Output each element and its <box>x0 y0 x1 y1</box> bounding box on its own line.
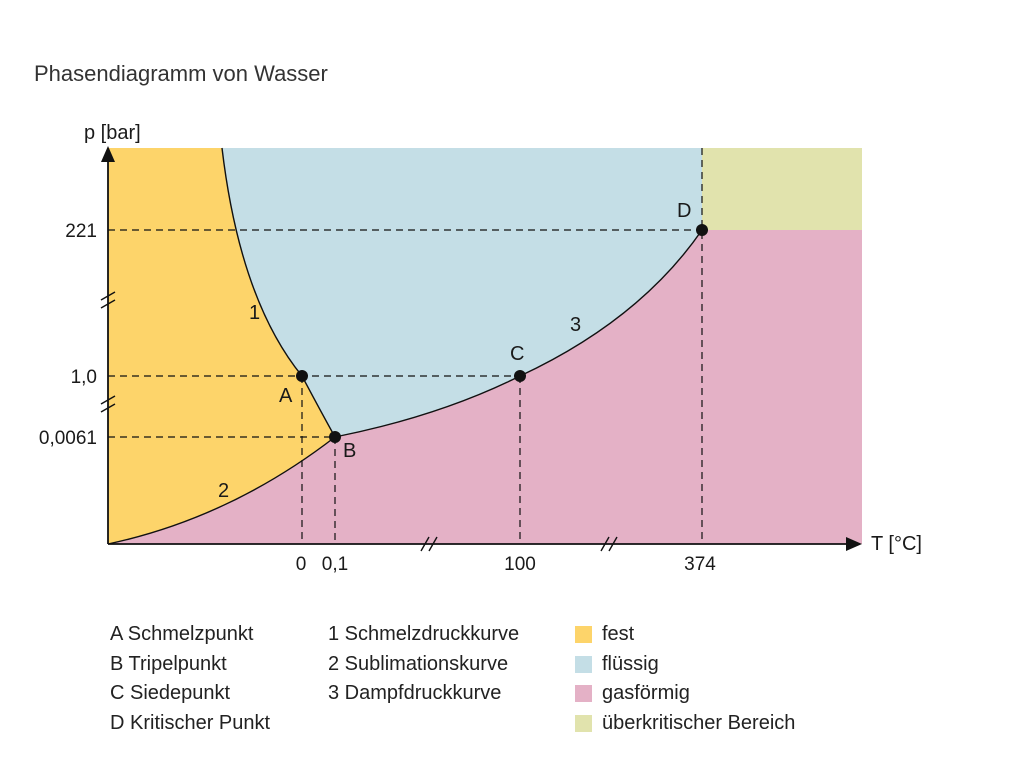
legend-swatch-fest <box>575 626 592 644</box>
legend-points: A Schmelzpunkt B Tripelpunkt C Siedepunk… <box>110 620 270 738</box>
legend-item-point: A Schmelzpunkt <box>110 623 254 645</box>
x-axis-arrow-icon <box>846 537 862 551</box>
x-tick-label: 374 <box>684 554 716 575</box>
legend-swatch-ueberkritisch <box>575 714 592 732</box>
legend-item-point: B Tripelpunkt <box>110 652 227 675</box>
legend-item-region: gasförmig <box>575 679 795 709</box>
curve-label-3: 3 <box>570 314 581 336</box>
y-tick-label: 221 <box>65 221 97 242</box>
region-fest <box>108 148 335 544</box>
curve-label-1: 1 <box>249 302 260 324</box>
curve-label-2: 2 <box>218 480 229 502</box>
legend-region-label: flüssig <box>602 652 659 675</box>
x-tick-label: 0 <box>296 554 307 575</box>
legend-item-region: flüssig <box>575 650 795 680</box>
point-b-dot <box>329 431 341 443</box>
diagram-title: Phasendiagramm von Wasser <box>34 61 328 86</box>
y-axis-break-lower <box>100 395 116 413</box>
legend-item-region: überkritischer Bereich <box>575 709 795 739</box>
region-ueberkritisch <box>702 148 862 230</box>
point-d-dot <box>696 224 708 236</box>
y-axis-arrow-icon <box>101 146 115 162</box>
x-tick-label: 0,1 <box>322 554 348 575</box>
region-gasfoermig <box>108 230 862 544</box>
legend-item-curve: 3 Dampfdruckkurve <box>328 682 502 704</box>
legend-swatch-gasfoermig <box>575 685 592 703</box>
point-b-label: B <box>343 440 356 462</box>
point-a-label: A <box>279 385 293 407</box>
legend-curves: 1 Schmelzdruckkurve 2 Sublimationskurve … <box>328 620 519 709</box>
region-fluessig <box>222 148 702 437</box>
point-d-label: D <box>677 200 691 222</box>
legend-item-curve: 1 Schmelzdruckkurve <box>328 623 520 645</box>
legend-item-point: D Kritischer Punkt <box>110 711 271 734</box>
x-axis-label: T [°C] <box>871 533 922 555</box>
legend-swatch-fluessig <box>575 655 592 673</box>
legend-item-point: C Siedepunkt <box>110 682 231 704</box>
legend-region-label: fest <box>602 623 635 645</box>
y-axis-break-upper <box>100 291 116 309</box>
x-axis-break-right <box>600 536 618 552</box>
point-a-dot <box>296 370 308 382</box>
legend-region-label: überkritischer Bereich <box>602 711 796 734</box>
y-tick-label: 1,0 <box>71 367 97 388</box>
x-axis-break-left <box>420 536 438 552</box>
legend-item-curve: 2 Sublimationskurve <box>328 652 509 675</box>
y-tick-label: 0,0061 <box>39 428 97 449</box>
legend-item-region: fest <box>575 620 795 650</box>
legend-regions: fest flüssig gasförmig überkritischer Be… <box>575 620 795 738</box>
point-c-label: C <box>510 343 524 365</box>
legend-region-label: gasförmig <box>602 682 690 704</box>
curve-2-sublimationskurve <box>107 436 336 545</box>
point-c-dot <box>514 370 526 382</box>
x-tick-label: 100 <box>504 554 536 575</box>
curve-1-schmelzdruckkurve <box>221 147 336 438</box>
y-axis-label: p [bar] <box>84 122 141 144</box>
